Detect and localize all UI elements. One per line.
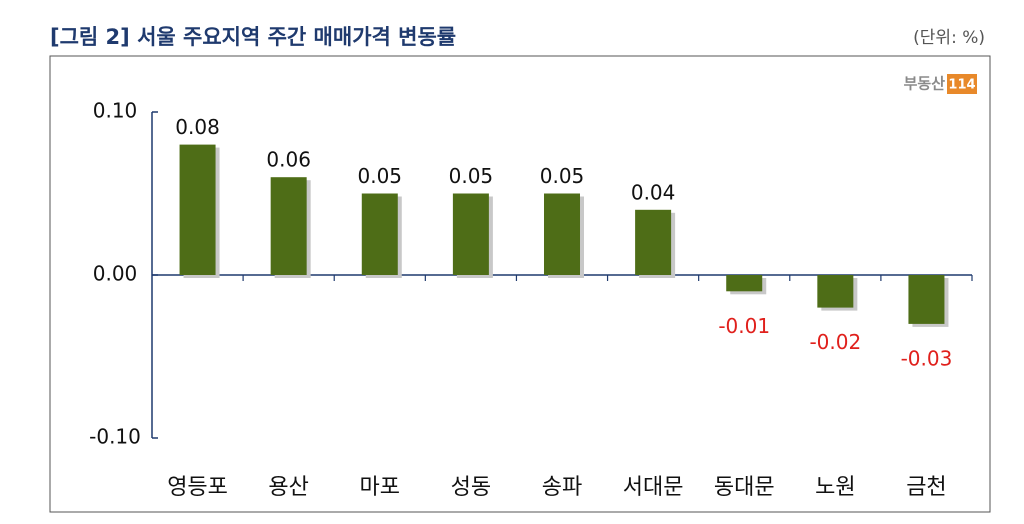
value-label: -0.02 <box>809 330 861 354</box>
value-label: 0.06 <box>266 148 311 172</box>
chart-title: [그림 2] 서울 주요지역 주간 매매가격 변동률 <box>50 25 456 49</box>
value-label: 0.05 <box>540 164 585 188</box>
chart-frame <box>49 55 991 513</box>
x-tick-label: 노원 <box>815 475 855 500</box>
bar <box>908 275 945 324</box>
bar <box>361 193 398 275</box>
bar <box>270 177 307 275</box>
logo-badge-box <box>947 74 977 94</box>
value-label: 0.05 <box>449 164 494 188</box>
x-tick-label: 성동 <box>451 475 491 500</box>
value-label: -0.03 <box>901 346 953 370</box>
bar <box>179 144 216 275</box>
x-tick-label: 동대문 <box>714 475 775 500</box>
bar <box>635 209 672 275</box>
value-label: -0.01 <box>718 314 770 338</box>
plot-area: 0.10 0.00 -0.10 영등포 0.08 용산 0.06 마포 0.05 성동 0.05 송파… <box>89 99 973 500</box>
x-tick-label: 금천 <box>906 475 946 500</box>
x-tick-label: 마포 <box>360 475 400 500</box>
x-tick-label: 송파 <box>542 475 582 500</box>
bar <box>452 193 489 275</box>
unit-note: (단위: %) <box>913 28 985 48</box>
value-label: 0.04 <box>631 180 676 204</box>
x-tick-label: 용산 <box>268 475 308 500</box>
logo-text: 부동산 <box>904 75 946 93</box>
y-tick-label: 0.00 <box>93 262 138 286</box>
y-tick-label: 0.10 <box>93 99 138 123</box>
bar <box>817 275 854 308</box>
logo-badge: 114 <box>948 78 975 93</box>
x-tick-label: 서대문 <box>623 475 684 500</box>
bar <box>544 193 580 275</box>
value-label: 0.08 <box>175 115 220 139</box>
bar <box>726 275 763 292</box>
x-tick-label: 영등포 <box>167 475 228 500</box>
y-tick-label: -0.10 <box>89 425 141 449</box>
value-label: 0.05 <box>358 164 403 188</box>
